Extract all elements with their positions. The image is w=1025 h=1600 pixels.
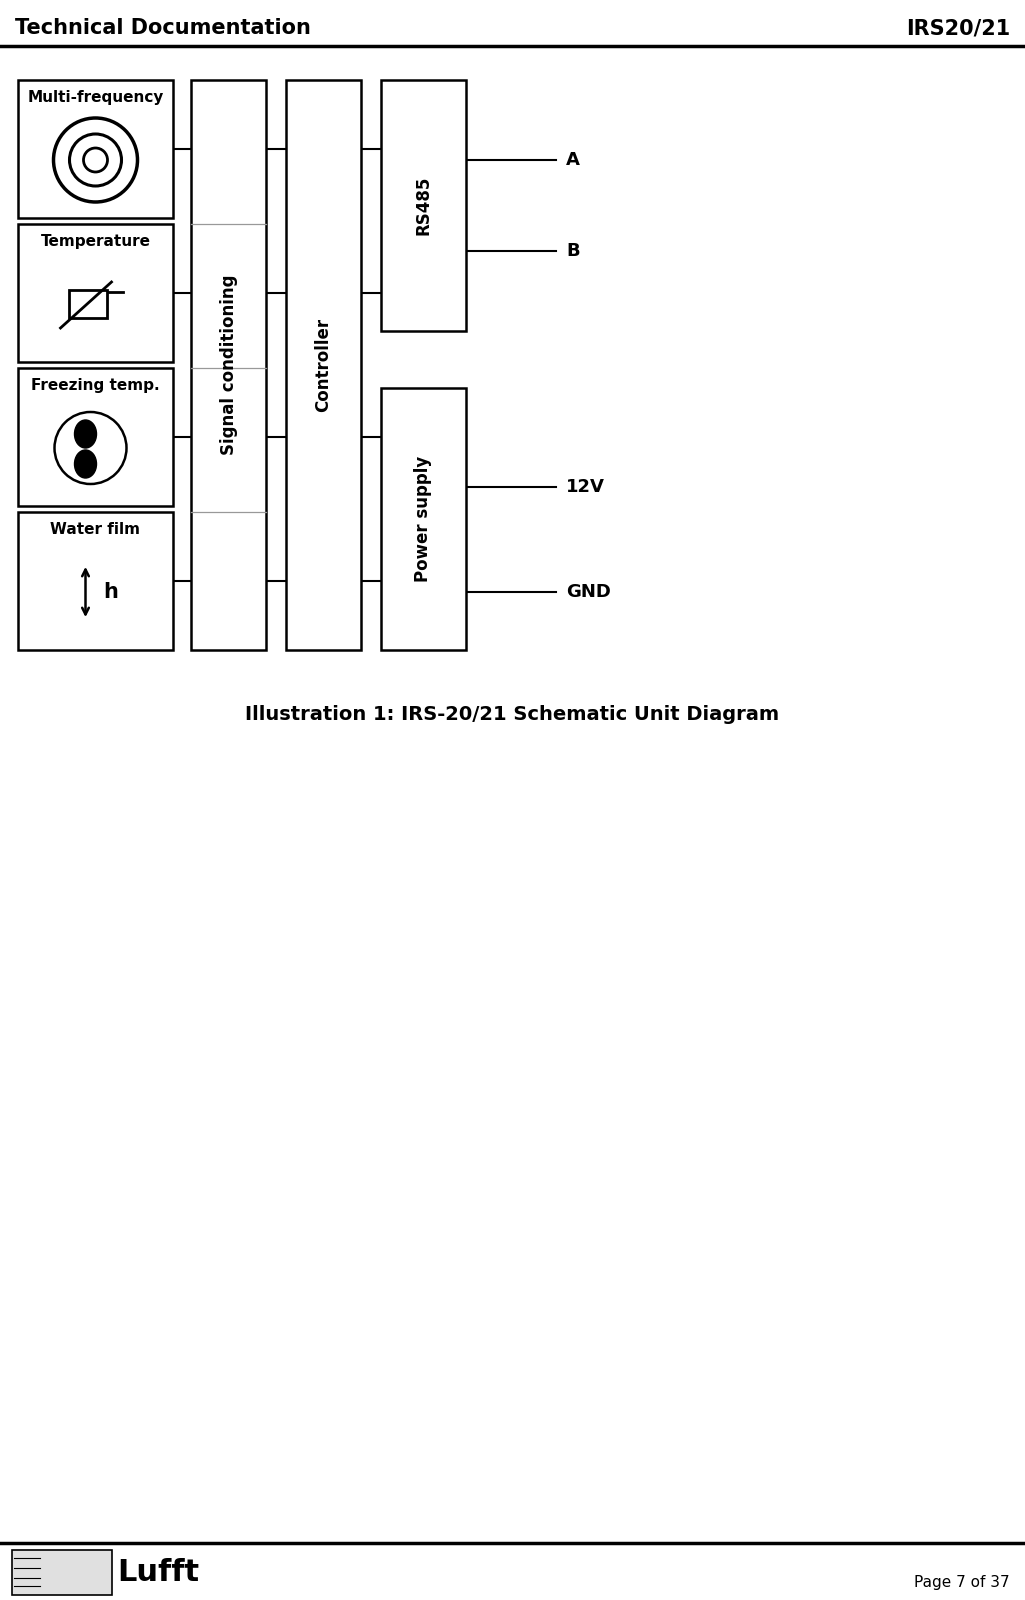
Bar — [381, 80, 466, 331]
Text: 12V: 12V — [566, 478, 605, 496]
Text: Temperature: Temperature — [41, 234, 151, 250]
Bar — [18, 224, 173, 362]
Bar — [12, 1550, 112, 1595]
Bar — [18, 512, 173, 650]
Bar — [381, 387, 466, 650]
Bar — [191, 80, 266, 650]
Text: Freezing temp.: Freezing temp. — [31, 378, 160, 394]
Text: RS485: RS485 — [414, 176, 433, 235]
Text: Page 7 of 37: Page 7 of 37 — [914, 1574, 1010, 1590]
Text: Multi-frequency: Multi-frequency — [28, 90, 164, 106]
Ellipse shape — [75, 450, 96, 478]
Bar — [286, 80, 361, 650]
Text: GND: GND — [566, 584, 611, 602]
Text: Technical Documentation: Technical Documentation — [15, 18, 311, 38]
Bar — [69, 290, 107, 318]
Text: Illustration 1: IRS-20/21 Schematic Unit Diagram: Illustration 1: IRS-20/21 Schematic Unit… — [245, 706, 779, 723]
Bar — [18, 368, 173, 506]
Text: Signal conditioning: Signal conditioning — [219, 275, 238, 456]
Ellipse shape — [75, 419, 96, 448]
Text: Power supply: Power supply — [414, 456, 433, 582]
Text: Controller: Controller — [315, 318, 332, 413]
Text: Water film: Water film — [50, 522, 140, 538]
Text: h: h — [104, 582, 118, 602]
Text: IRS20/21: IRS20/21 — [906, 18, 1010, 38]
Bar — [18, 80, 173, 218]
Text: Lufft: Lufft — [117, 1558, 199, 1587]
Text: B: B — [566, 242, 579, 259]
Text: A: A — [566, 152, 580, 170]
